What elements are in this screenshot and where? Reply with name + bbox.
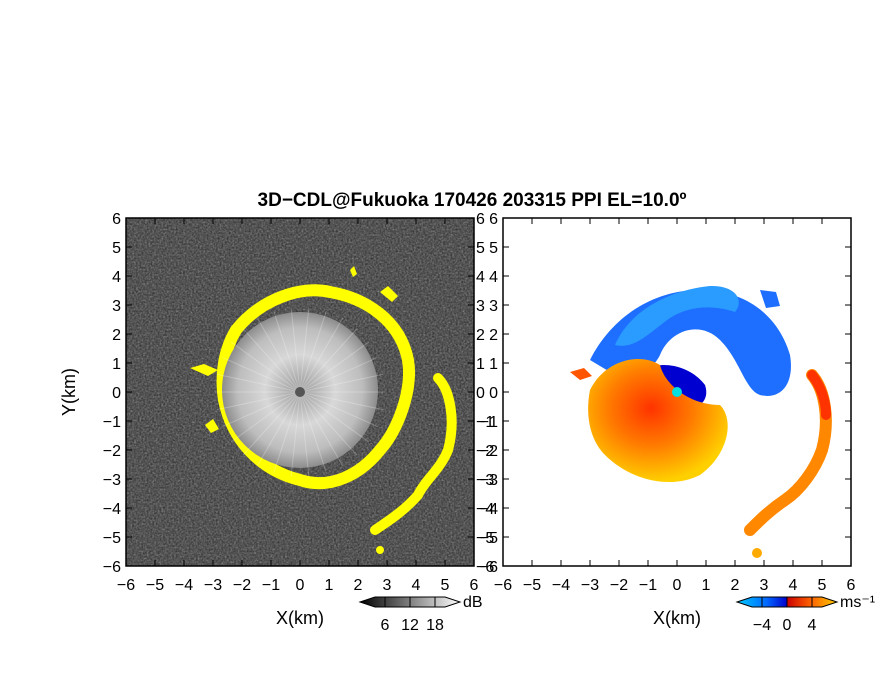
colorbar-tick-label: −4 bbox=[753, 617, 771, 634]
y-tick-label: 6 bbox=[489, 211, 498, 228]
velocity-colorbar: −4 0 4 ms⁻¹ bbox=[735, 594, 875, 634]
y-tick-label: −6 bbox=[480, 559, 498, 576]
y-tick-label: −2 bbox=[103, 443, 121, 460]
x-tick-label: −6 bbox=[117, 577, 135, 594]
y-tick-label: 1 bbox=[112, 356, 121, 373]
radar-marker bbox=[672, 387, 682, 397]
y-tick-label: 0 bbox=[112, 385, 121, 402]
y-tick-label: −2 bbox=[480, 443, 498, 460]
y-tick-label: 2 bbox=[489, 327, 498, 344]
x-tick-label: −2 bbox=[233, 577, 251, 594]
figure-title: 3D−CDL@Fukuoka 170426 203315 PPI EL=10.0… bbox=[258, 190, 687, 211]
x-tick-label: −3 bbox=[581, 577, 599, 594]
reflectivity-axes: −6 −5 −4 −3 −2 −1 0 1 2 3 4 5 6−6 −6−5 −5−4 −4−3 −3−2 −2−… bbox=[103, 211, 495, 594]
colorbar-tick-label: 4 bbox=[808, 617, 817, 634]
y-tick-label-right: 2 bbox=[476, 327, 485, 344]
y-tick-label-right: −4 bbox=[476, 501, 494, 518]
y-tick-label: −1 bbox=[480, 414, 498, 431]
velocity-colorbar-unit: ms⁻¹ bbox=[840, 594, 875, 611]
y-tick-label-right: 1 bbox=[476, 356, 485, 373]
reflectivity-xlabel: X(km) bbox=[276, 608, 324, 628]
y-tick-label-right: −1 bbox=[476, 414, 494, 431]
x-tick-label: 2 bbox=[354, 577, 363, 594]
x-tick-label: 1 bbox=[702, 577, 711, 594]
x-tick-label: −3 bbox=[204, 577, 222, 594]
x-tick-label: −1 bbox=[639, 577, 657, 594]
y-tick-label-right: 5 bbox=[476, 240, 485, 257]
y-tick-label: 4 bbox=[112, 269, 121, 286]
y-tick-label-right: 0 bbox=[476, 385, 485, 402]
y-tick-label-right: 3 bbox=[476, 298, 485, 315]
x-tick-label: 3 bbox=[383, 577, 392, 594]
y-tick-label: −5 bbox=[103, 530, 121, 547]
velocity-panel: −6 −5 −4 −3 −2 −1 0 1 2 3 4 5 6 −6 −5 −4 −3 −2 −1 0 1 2 3 4 5 6 X… bbox=[480, 211, 875, 634]
x-tick-label: 6 bbox=[470, 577, 479, 594]
y-tick-label: −4 bbox=[103, 501, 121, 518]
velocity-xlabel: X(km) bbox=[653, 608, 701, 628]
x-tick-label: 0 bbox=[673, 577, 682, 594]
x-tick-label: −1 bbox=[262, 577, 280, 594]
y-tick-label: 3 bbox=[112, 298, 121, 315]
colorbar-tick-label: 18 bbox=[426, 617, 444, 634]
y-tick-label: 5 bbox=[112, 240, 121, 257]
x-tick-label: 4 bbox=[789, 577, 798, 594]
x-tick-label: 3 bbox=[760, 577, 769, 594]
velocity-image bbox=[503, 218, 851, 566]
y-tick-label: 1 bbox=[489, 356, 498, 373]
y-tick-label: −5 bbox=[480, 530, 498, 547]
y-tick-label: 2 bbox=[112, 327, 121, 344]
y-tick-label: −6 bbox=[103, 559, 121, 576]
y-tick-label: 3 bbox=[489, 298, 498, 315]
colorbar-tick-label: 6 bbox=[381, 617, 390, 634]
x-tick-label: −4 bbox=[552, 577, 570, 594]
y-tick-label-right: 4 bbox=[476, 269, 485, 286]
y-tick-label: −3 bbox=[480, 472, 498, 489]
x-tick-label: 6 bbox=[847, 577, 856, 594]
y-tick-label: 0 bbox=[489, 385, 498, 402]
reflectivity-image bbox=[126, 218, 474, 566]
x-tick-label: 1 bbox=[325, 577, 334, 594]
x-tick-label: 4 bbox=[412, 577, 421, 594]
reflectivity-ylabel: Y(km) bbox=[59, 368, 79, 416]
x-tick-label: 5 bbox=[441, 577, 450, 594]
x-tick-label: −5 bbox=[146, 577, 164, 594]
y-tick-label: −4 bbox=[480, 501, 498, 518]
x-tick-label: 0 bbox=[296, 577, 305, 594]
x-tick-label: 2 bbox=[731, 577, 740, 594]
colorbar-tick-label: 12 bbox=[401, 617, 419, 634]
y-tick-label: −1 bbox=[103, 414, 121, 431]
reflectivity-panel: −6 −5 −4 −3 −2 −1 0 1 2 3 4 5 6−6 −6−5 −5−4 −4−3 −3−2 −2−… bbox=[59, 211, 494, 634]
y-tick-label-right: 6 bbox=[476, 211, 485, 228]
x-tick-label: −2 bbox=[610, 577, 628, 594]
y-tick-label: 4 bbox=[489, 269, 498, 286]
x-tick-label: −4 bbox=[175, 577, 193, 594]
y-tick-label-right: −2 bbox=[476, 443, 494, 460]
y-tick-label: 5 bbox=[489, 240, 498, 257]
y-tick-label-right: −6 bbox=[476, 559, 494, 576]
colorbar-tick-label: 0 bbox=[783, 617, 792, 634]
velocity-axes: −6 −5 −4 −3 −2 −1 0 1 2 3 4 5 6 −6 −5 −4 −3 −2 −1 0 1 2 3 4 5 6 bbox=[480, 211, 856, 594]
x-tick-label: −6 bbox=[494, 577, 512, 594]
y-tick-label-right: −3 bbox=[476, 472, 494, 489]
reflectivity-colorbar-unit: dB bbox=[463, 594, 483, 611]
x-tick-label: −5 bbox=[523, 577, 541, 594]
reflectivity-colorbar: 6 12 18 dB bbox=[358, 594, 483, 634]
y-tick-label: 6 bbox=[112, 211, 121, 228]
x-tick-label: 5 bbox=[818, 577, 827, 594]
y-tick-label: −3 bbox=[103, 472, 121, 489]
y-tick-label-right: −5 bbox=[476, 530, 494, 547]
